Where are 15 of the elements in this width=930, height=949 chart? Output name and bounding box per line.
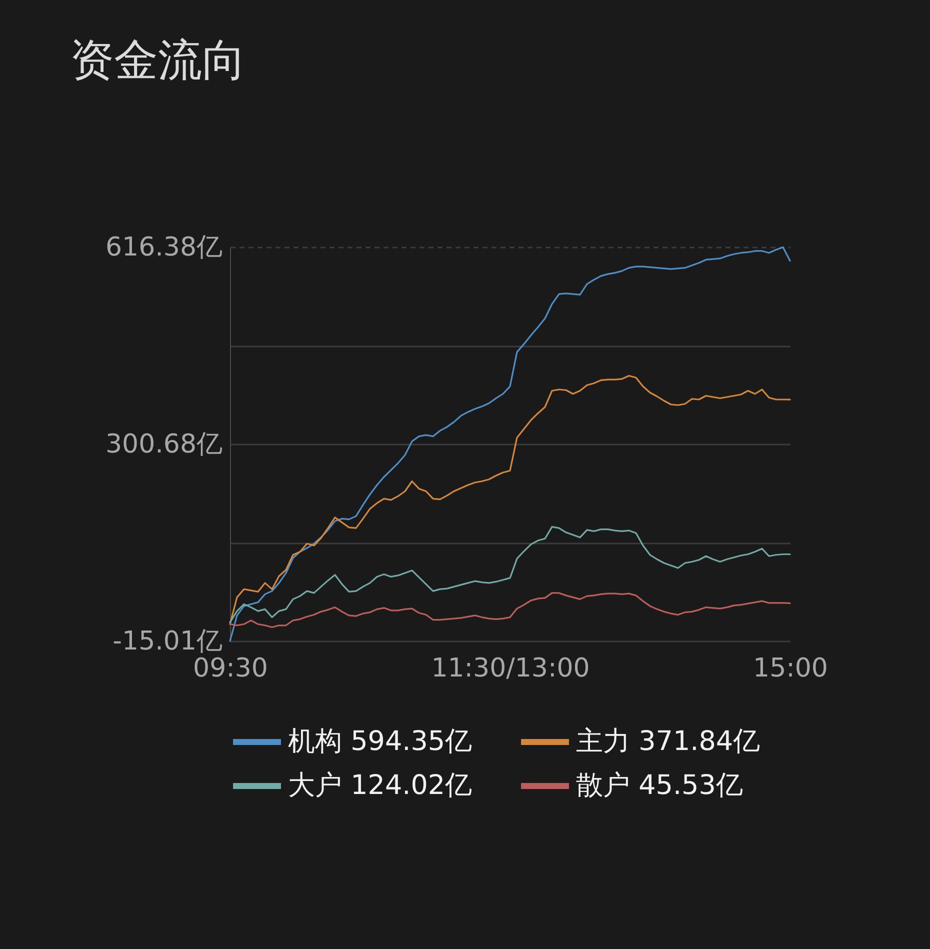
y-tick-label: 616.38亿 [106, 232, 222, 262]
legend-label: 大户 124.02亿 [288, 770, 472, 801]
x-tick-label: 11:30/13:00 [431, 654, 590, 684]
line-series [229, 246, 791, 642]
line-series [229, 374, 791, 625]
legend-label: 机构 594.35亿 [288, 726, 472, 757]
x-tick-label: 15:00 [753, 654, 828, 684]
line-series [229, 592, 791, 628]
y-tick-label: 300.68亿 [106, 430, 222, 460]
y-tick-label: -15.01亿 [112, 626, 222, 656]
x-tick-label: 09:30 [193, 654, 268, 684]
line-series [229, 526, 791, 624]
legend-label: 主力 371.84亿 [576, 726, 760, 757]
chart-title: 资金流向 [70, 35, 246, 86]
legend-label: 散户 45.53亿 [576, 770, 743, 801]
